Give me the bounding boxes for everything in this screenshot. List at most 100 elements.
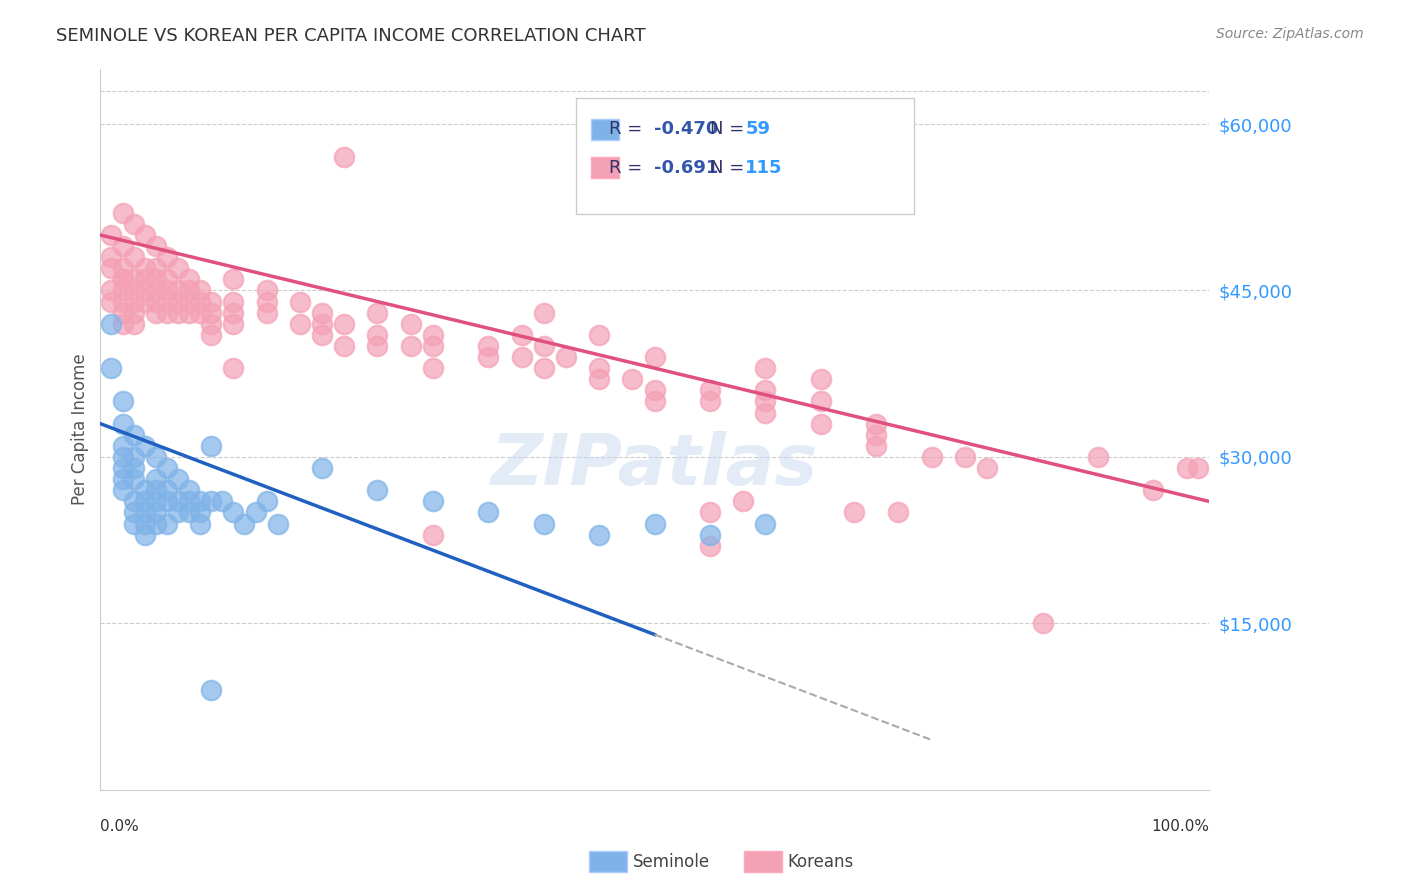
Text: 115: 115 [745,159,783,177]
Point [699,506,721,520]
Point [111,417,134,431]
Point [256,294,278,309]
Point [111,206,134,220]
Point [588,372,610,386]
Point [134,506,156,520]
Text: SEMINOLE VS KOREAN PER CAPITA INCOME CORRELATION CHART: SEMINOLE VS KOREAN PER CAPITA INCOME COR… [56,27,645,45]
Point [100,284,122,298]
Point [588,361,610,376]
Point [111,483,134,498]
Point [288,317,311,331]
Point [122,516,145,531]
Point [256,306,278,320]
Point [333,150,356,164]
Point [810,417,832,431]
Point [222,317,245,331]
Point [588,327,610,342]
Point [145,494,167,508]
Point [134,294,156,309]
Point [122,294,145,309]
Point [177,483,200,498]
Point [976,461,998,475]
Point [865,417,887,431]
Point [145,450,167,464]
Point [145,272,167,286]
Point [533,516,555,531]
Text: ZIPatlas: ZIPatlas [491,431,818,500]
Point [188,306,211,320]
Point [810,394,832,409]
Point [200,439,222,453]
Point [156,516,179,531]
Point [510,350,533,364]
Point [366,483,388,498]
Point [122,306,145,320]
Point [156,494,179,508]
Point [245,506,267,520]
Text: 59: 59 [745,120,770,138]
Point [111,294,134,309]
Point [422,494,444,508]
Point [555,350,578,364]
Point [200,294,222,309]
Point [134,284,156,298]
Point [111,239,134,253]
Point [422,327,444,342]
Point [122,450,145,464]
Point [134,272,156,286]
Point [865,427,887,442]
Point [122,217,145,231]
Point [366,306,388,320]
Point [188,294,211,309]
Point [156,284,179,298]
Point [156,272,179,286]
Point [644,384,666,398]
Text: -0.470: -0.470 [654,120,718,138]
Point [588,527,610,541]
Point [211,494,233,508]
Point [122,506,145,520]
Point [200,494,222,508]
Point [167,472,190,486]
Point [754,361,776,376]
Point [921,450,943,464]
Point [145,239,167,253]
Point [222,294,245,309]
Point [699,527,721,541]
Point [422,527,444,541]
Text: R =: R = [609,159,648,177]
Point [111,272,134,286]
Point [167,494,190,508]
Point [754,394,776,409]
Point [188,506,211,520]
Point [754,384,776,398]
Point [156,483,179,498]
Point [167,261,190,276]
Point [100,227,122,242]
Point [222,506,245,520]
Point [953,450,976,464]
Point [256,494,278,508]
Point [733,494,755,508]
Text: Source: ZipAtlas.com: Source: ZipAtlas.com [1216,27,1364,41]
Point [167,294,190,309]
Point [842,506,865,520]
Text: Seminole: Seminole [633,853,710,871]
Point [644,350,666,364]
Point [145,516,167,531]
Point [256,284,278,298]
Text: Koreans: Koreans [787,853,853,871]
Point [222,272,245,286]
Point [1175,461,1198,475]
Point [399,317,422,331]
Point [122,272,145,286]
Point [111,472,134,486]
Point [145,506,167,520]
Point [188,516,211,531]
Text: N =: N = [710,120,749,138]
Point [145,483,167,498]
Point [145,306,167,320]
Point [311,461,333,475]
Point [366,339,388,353]
Point [333,339,356,353]
